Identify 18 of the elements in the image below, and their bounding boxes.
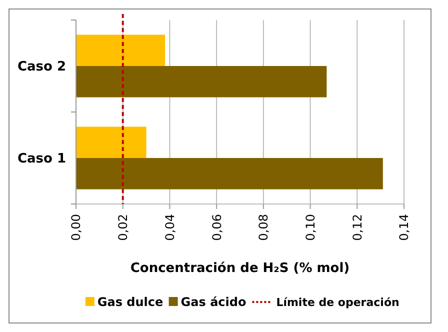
legend-label: Límite de operación <box>276 296 400 309</box>
x-tick-label: 0,08 <box>256 214 271 241</box>
bar <box>76 126 146 158</box>
legend-label: Gas ácido <box>180 295 246 310</box>
x-tick-label: 0,14 <box>397 214 412 241</box>
x-tick-label: 0,02 <box>116 214 130 241</box>
x-tick-label: 0,10 <box>303 214 318 241</box>
bar <box>76 34 166 66</box>
x-axis-title: Concentración de H₂S (% mol) <box>130 261 350 276</box>
bar <box>76 66 327 98</box>
x-tick-label: 0,12 <box>350 214 364 241</box>
x-tick-label: 0,06 <box>210 214 224 241</box>
x-tick-label: 0,00 <box>69 214 84 241</box>
legend-label: Gas dulce <box>97 295 164 310</box>
bar <box>76 158 383 190</box>
y-tick-label: Caso 1 <box>17 152 66 167</box>
x-tick-label: 0,04 <box>162 214 177 241</box>
y-tick-label: Caso 2 <box>17 60 66 75</box>
